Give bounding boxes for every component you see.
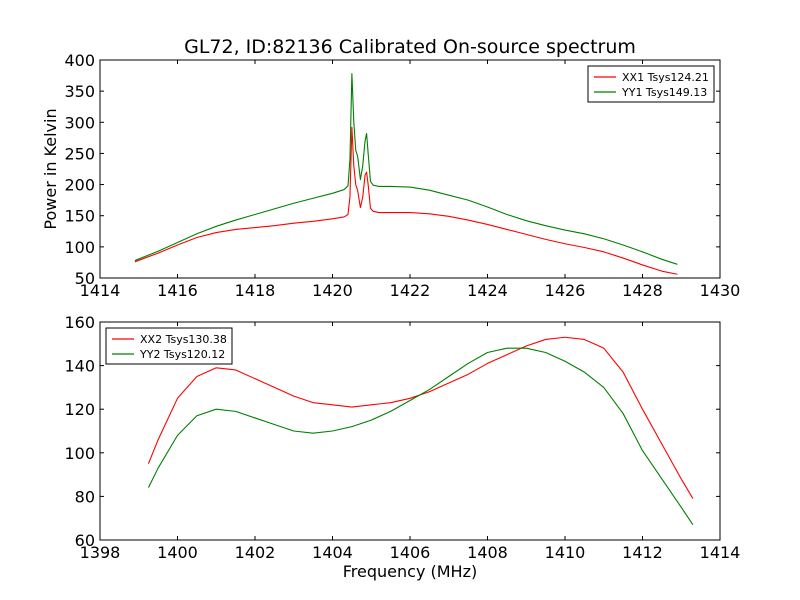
top-y-tick-label: 200 — [64, 176, 95, 195]
top-x-tick-label: 1422 — [390, 281, 431, 300]
bottom-y-tick-label: 120 — [64, 400, 95, 419]
top-y-tick-label: 300 — [64, 113, 95, 132]
top-legend-label: YY1 Tsys149.13 — [621, 86, 707, 99]
top-panel: 1414 1416 1418 1420 1422 1424 1426 1428 1430 50 10… — [41, 51, 740, 300]
bottom-y-tick-label: 140 — [64, 357, 95, 376]
top-x-tick-label: 1414 — [80, 281, 121, 300]
bottom-legend-label: YY2 Tsys120.12 — [139, 348, 225, 361]
bottom-x-tick-label: 1402 — [235, 543, 276, 562]
top-y-axis-label: Power in Kelvin — [41, 108, 60, 229]
top-x-tick-label: 1430 — [700, 281, 741, 300]
top-y-tick-label: 350 — [64, 82, 95, 101]
bottom-x-axis-label: Frequency (MHz) — [343, 562, 477, 581]
top-series-line-yy1 — [134, 73, 678, 265]
top-y-tick-label: 50 — [75, 269, 95, 288]
top-x-tick-label: 1418 — [235, 281, 276, 300]
bottom-x-tick-label: 1406 — [390, 543, 431, 562]
bottom-legend: XX2 Tsys130.38 YY2 Tsys120.12 — [105, 327, 233, 365]
top-y-tick-label: 400 — [64, 51, 95, 70]
top-y-tick-label: 150 — [64, 207, 95, 226]
top-x-tick-label: 1416 — [157, 281, 198, 300]
bottom-x-tick-label: 1408 — [467, 543, 508, 562]
top-y-tick-label: 250 — [64, 144, 95, 163]
bottom-y-tick-label: 60 — [75, 531, 95, 550]
bottom-x-tick-label: 1410 — [545, 543, 586, 562]
top-legend-label: XX1 Tsys124.21 — [622, 71, 709, 84]
bottom-x-tick-label: 1398 — [80, 543, 121, 562]
bottom-x-tick-label: 1412 — [622, 543, 663, 562]
bottom-x-tick-label: 1400 — [157, 543, 198, 562]
bottom-legend-box — [105, 327, 233, 365]
chart-title: GL72, ID:82136 Calibrated On-source spec… — [184, 36, 636, 58]
top-legend: XX1 Tsys124.21 YY1 Tsys149.13 — [587, 65, 715, 103]
bottom-panel: 1398 1400 1402 1404 1406 1408 1410 1412 1414 60 80… — [64, 313, 740, 581]
bottom-y-tick-label: 80 — [75, 487, 95, 506]
top-y-tick-label: 100 — [64, 238, 95, 257]
top-x-tick-label: 1428 — [622, 281, 663, 300]
bottom-legend-label: XX2 Tsys130.38 — [140, 333, 227, 346]
top-x-tick-label: 1424 — [467, 281, 508, 300]
top-x-tick-label: 1420 — [312, 281, 353, 300]
bottom-y-tick-label: 160 — [64, 313, 95, 332]
top-series-line-xx1 — [134, 126, 678, 275]
bottom-series-line-yy2 — [147, 347, 694, 526]
bottom-y-tick-label: 100 — [64, 444, 95, 463]
top-legend-box — [587, 65, 715, 103]
bottom-x-tick-label: 1414 — [700, 543, 741, 562]
bottom-x-tick-label: 1404 — [312, 543, 353, 562]
top-x-tick-label: 1426 — [545, 281, 586, 300]
